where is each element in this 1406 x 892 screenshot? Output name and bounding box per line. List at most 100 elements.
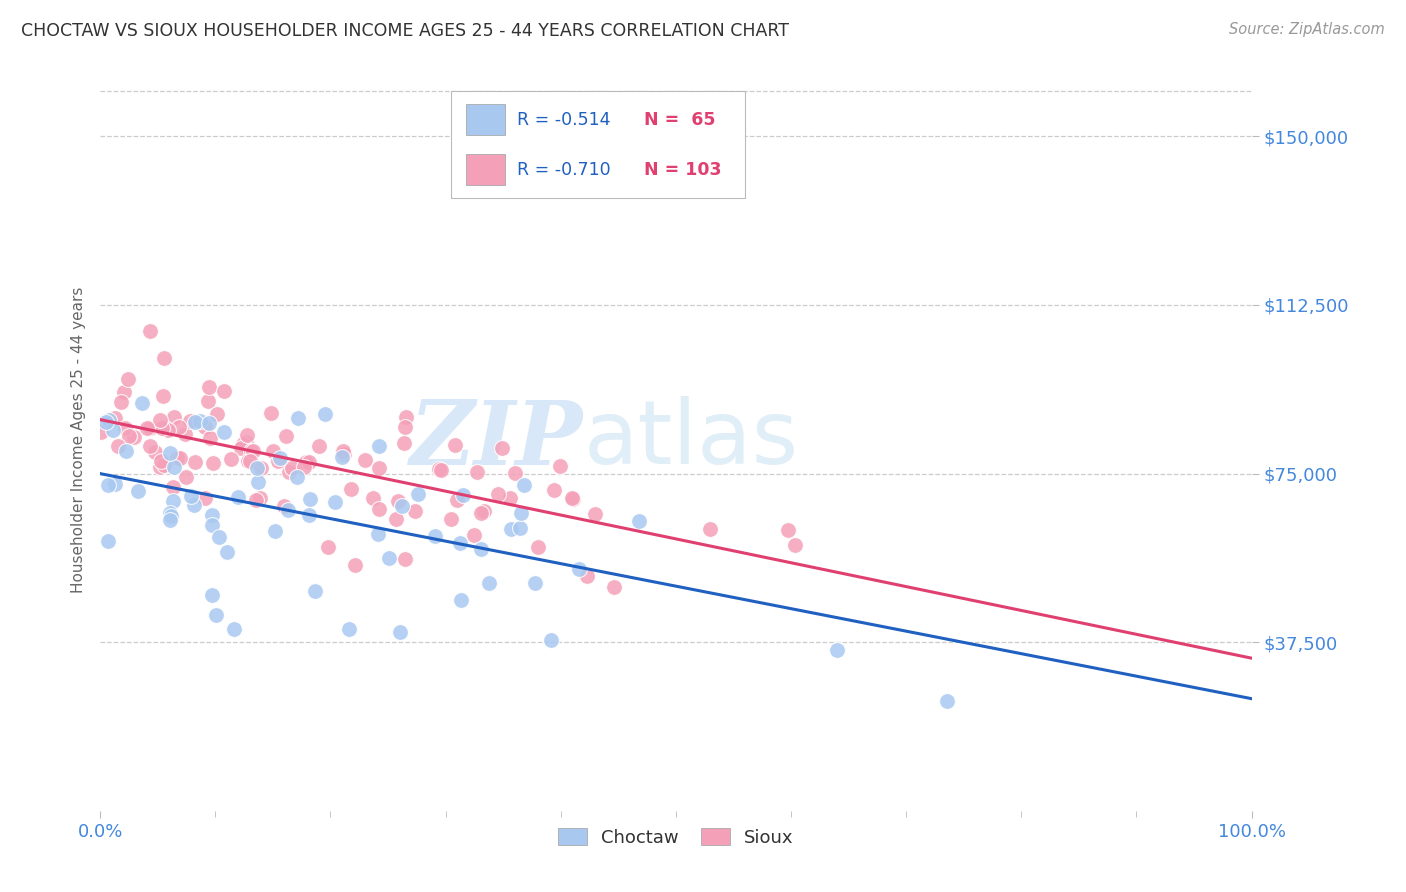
Point xyxy=(388,624,411,639)
Point xyxy=(463,527,485,541)
Point xyxy=(212,384,235,399)
Point xyxy=(150,454,173,468)
Point xyxy=(207,531,229,545)
Point xyxy=(274,429,297,443)
Point xyxy=(298,508,321,523)
Point xyxy=(499,491,522,506)
Point xyxy=(332,444,354,458)
Point xyxy=(232,437,254,451)
Point xyxy=(205,407,228,421)
Point xyxy=(453,488,475,502)
Point xyxy=(103,424,125,438)
Point xyxy=(339,482,361,496)
Point xyxy=(295,455,318,469)
Text: ZIP: ZIP xyxy=(411,397,583,483)
Point xyxy=(159,513,181,527)
Point xyxy=(260,406,283,420)
Point xyxy=(486,486,509,500)
Point xyxy=(198,379,221,393)
Point xyxy=(97,477,120,491)
Point xyxy=(513,477,536,491)
Point xyxy=(217,545,239,559)
Point xyxy=(262,443,284,458)
Point xyxy=(145,445,167,459)
Point xyxy=(406,487,429,501)
Point xyxy=(127,484,149,499)
Point xyxy=(503,466,526,480)
Point xyxy=(281,460,304,475)
Point xyxy=(543,483,565,498)
Point xyxy=(263,524,285,539)
Point xyxy=(394,552,416,566)
Point xyxy=(330,450,353,464)
Point xyxy=(246,475,269,489)
Point xyxy=(118,429,141,443)
Point xyxy=(242,444,264,458)
Point xyxy=(221,451,243,466)
FancyBboxPatch shape xyxy=(467,104,505,136)
Point xyxy=(776,523,799,537)
Legend: Choctaw, Sioux: Choctaw, Sioux xyxy=(551,821,801,855)
Point xyxy=(378,551,401,566)
Point xyxy=(201,588,224,602)
Point xyxy=(470,507,492,521)
Point xyxy=(292,460,315,475)
Point xyxy=(385,512,408,526)
Point xyxy=(394,420,416,434)
Point xyxy=(183,415,205,429)
Point xyxy=(628,514,651,528)
Point xyxy=(395,409,418,424)
FancyBboxPatch shape xyxy=(451,91,745,199)
Point xyxy=(97,413,120,427)
Point xyxy=(576,569,599,583)
Point xyxy=(222,623,245,637)
Point xyxy=(568,562,591,576)
Point xyxy=(308,439,330,453)
Point xyxy=(524,575,547,590)
FancyBboxPatch shape xyxy=(467,154,505,186)
Point xyxy=(446,492,468,507)
Point xyxy=(163,409,186,424)
Point xyxy=(277,465,299,479)
Point xyxy=(316,540,339,554)
Point xyxy=(188,414,211,428)
Point xyxy=(561,491,583,506)
Point xyxy=(194,491,217,505)
Point xyxy=(198,416,221,430)
Point xyxy=(114,421,136,435)
Point xyxy=(107,439,129,453)
Point xyxy=(527,540,550,554)
Point xyxy=(430,463,453,477)
Point xyxy=(169,420,191,434)
Point xyxy=(603,580,626,594)
Point xyxy=(239,454,262,468)
Point xyxy=(267,454,290,468)
Point xyxy=(96,415,118,429)
Point xyxy=(139,439,162,453)
Point xyxy=(153,351,176,366)
Point xyxy=(153,458,176,473)
Point xyxy=(391,499,413,513)
Point xyxy=(583,508,606,522)
Point xyxy=(343,558,366,573)
Point xyxy=(298,455,321,469)
Point xyxy=(246,461,269,475)
Point xyxy=(491,441,513,455)
Point xyxy=(298,491,321,506)
Point xyxy=(235,434,257,449)
Point xyxy=(427,461,450,475)
Point xyxy=(114,444,136,458)
Point xyxy=(236,428,259,442)
Point xyxy=(367,527,389,541)
Point xyxy=(440,512,463,526)
Point xyxy=(339,622,361,636)
Point xyxy=(162,493,184,508)
Text: R = -0.710: R = -0.710 xyxy=(517,161,610,178)
Point xyxy=(150,421,173,435)
Point xyxy=(325,495,347,509)
Point xyxy=(249,461,271,475)
Point xyxy=(180,489,202,503)
Point xyxy=(110,395,132,409)
Point xyxy=(200,517,222,532)
Point xyxy=(354,453,377,467)
